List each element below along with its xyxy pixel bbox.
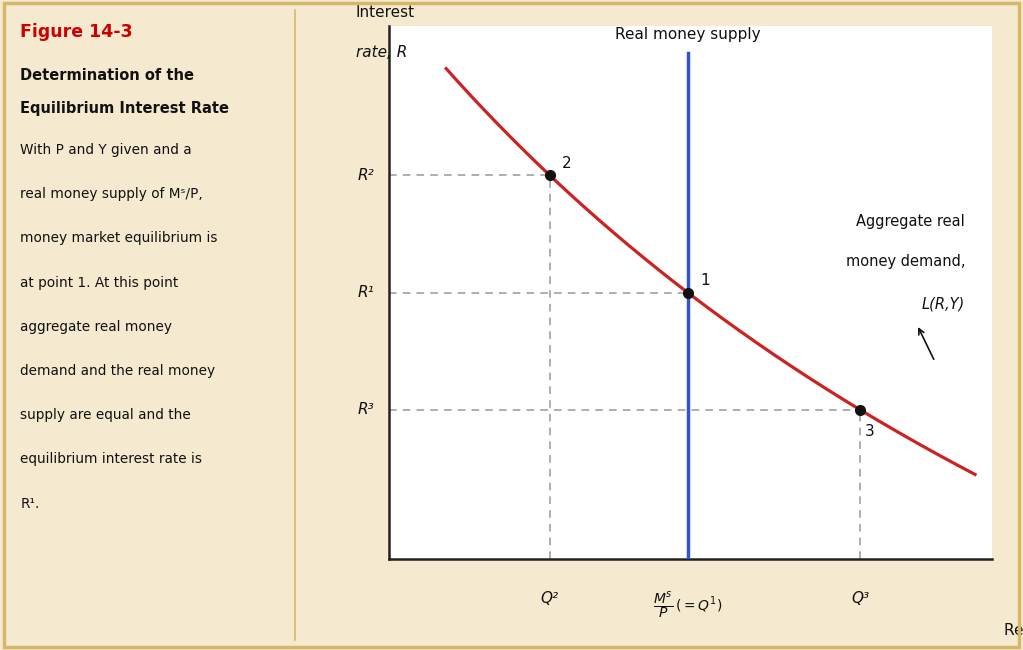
Text: Equilibrium Interest Rate: Equilibrium Interest Rate	[20, 101, 229, 116]
Text: Q³: Q³	[851, 591, 870, 606]
Text: 2: 2	[563, 156, 572, 171]
Text: Aggregate real: Aggregate real	[856, 214, 965, 229]
Text: equilibrium interest rate is: equilibrium interest rate is	[20, 452, 203, 467]
Text: 3: 3	[864, 424, 875, 439]
Text: R¹: R¹	[358, 285, 374, 300]
Text: L(R,Y): L(R,Y)	[922, 296, 965, 311]
Text: $\dfrac{M^s}{P}$$\,(= Q^1)$: $\dfrac{M^s}{P}$$\,(= Q^1)$	[653, 591, 722, 621]
Text: Figure 14-3: Figure 14-3	[20, 23, 133, 41]
Text: R²: R²	[358, 168, 374, 183]
Text: With P and Y given and a: With P and Y given and a	[20, 143, 192, 157]
Text: real money supply of Mˢ/P,: real money supply of Mˢ/P,	[20, 187, 204, 202]
Text: Real money supply: Real money supply	[615, 27, 760, 42]
Text: 1: 1	[701, 273, 710, 288]
Text: R³: R³	[358, 402, 374, 417]
Text: R¹.: R¹.	[20, 497, 40, 511]
Text: at point 1. At this point: at point 1. At this point	[20, 276, 179, 290]
Text: Q²: Q²	[540, 591, 559, 606]
Text: demand and the real money: demand and the real money	[20, 364, 216, 378]
Text: Real money: Real money	[1005, 623, 1023, 638]
Text: aggregate real money: aggregate real money	[20, 320, 173, 334]
Text: money market equilibrium is: money market equilibrium is	[20, 231, 218, 246]
Text: supply are equal and the: supply are equal and the	[20, 408, 191, 422]
Text: rate, R: rate, R	[356, 45, 407, 60]
Text: Interest: Interest	[356, 5, 414, 20]
Text: money demand,: money demand,	[846, 254, 965, 268]
Text: Determination of the: Determination of the	[20, 68, 194, 83]
